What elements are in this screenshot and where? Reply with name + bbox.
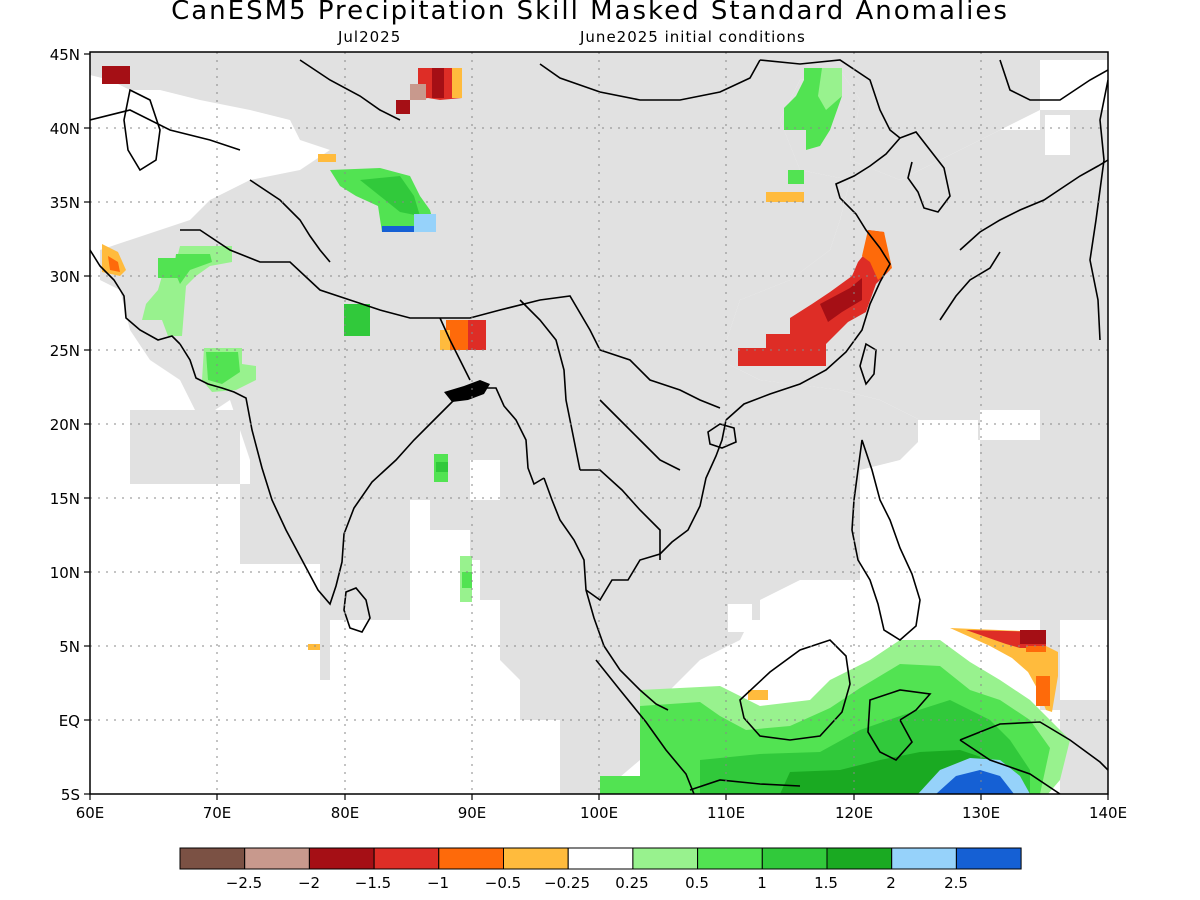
colorbar: −2.5 −2 −1.5 −1 −0.5 −0.25 0.25 0.5 1 1.… xyxy=(179,847,1022,892)
forecast-month: Jul2025 xyxy=(338,28,402,46)
unmasked-gaps xyxy=(90,115,1108,794)
lat-tick-label: 15N xyxy=(50,490,80,508)
colorbar-label: −2.5 xyxy=(226,874,262,892)
colorbar-label: 0.25 xyxy=(615,874,648,892)
colorbar-swatch xyxy=(697,847,763,870)
lon-tick-label: 140E xyxy=(1089,804,1127,822)
map-title: CanESM5 Precipitation Skill Masked Stand… xyxy=(171,0,1009,26)
lon-tick-label: 130E xyxy=(962,804,1000,822)
colorbar-swatch xyxy=(373,847,440,870)
colorbar-label: −0.5 xyxy=(485,874,521,892)
colorbar-label: 2 xyxy=(886,874,896,892)
initial-conditions-label: June2025 initial conditions xyxy=(580,28,806,46)
axis-ticks xyxy=(84,53,1109,800)
colorbar-label: −1 xyxy=(427,874,449,892)
patch-positive xyxy=(330,168,436,232)
colorbar-swatch xyxy=(761,847,828,870)
lat-tick-label: EQ xyxy=(59,712,80,730)
colorbar-label: 1.5 xyxy=(814,874,838,892)
colorbar-label: −2 xyxy=(298,874,320,892)
lon-tick-label: 100E xyxy=(580,804,618,822)
lat-tick-label: 25N xyxy=(50,342,80,360)
gridlines xyxy=(90,52,1108,794)
lon-tick-label: 70E xyxy=(203,804,232,822)
colorbar-labels: −2.5 −2 −1.5 −1 −0.5 −0.25 0.25 0.5 1 1.… xyxy=(226,874,968,892)
colorbar-swatch xyxy=(308,847,375,870)
colorbar-label: 0.5 xyxy=(685,874,709,892)
colorbar-swatch xyxy=(891,847,957,870)
lon-tick-label: 80E xyxy=(331,804,360,822)
colorbar-swatch xyxy=(179,847,246,870)
map-plot-area xyxy=(90,52,1108,794)
lat-tick-label: 40N xyxy=(50,120,80,138)
lat-tick-label: 10N xyxy=(50,564,80,582)
colorbar-swatch xyxy=(503,847,569,870)
colorbar-swatch xyxy=(955,847,1022,870)
anomaly-patches xyxy=(102,66,1070,794)
delta-fill xyxy=(444,380,490,402)
lat-tick-label: 30N xyxy=(50,268,80,286)
lon-tick-label: 110E xyxy=(707,804,745,822)
lat-tick-label: 20N xyxy=(50,416,80,434)
lat-labels: 45N 40N 35N 30N 25N 20N 15N 10N 5N EQ 5S xyxy=(50,46,80,804)
lat-tick-label: 35N xyxy=(50,194,80,212)
lat-tick-label: 5S xyxy=(61,786,80,804)
lon-tick-label: 60E xyxy=(76,804,105,822)
patch-negative xyxy=(102,66,130,84)
colorbar-swatch xyxy=(632,847,699,870)
colorbar-label: 2.5 xyxy=(944,874,968,892)
colorbar-swatch xyxy=(438,847,504,870)
lat-tick-label: 45N xyxy=(50,46,80,64)
colorbar-swatch xyxy=(567,847,634,870)
colorbar-swatch xyxy=(826,847,893,870)
colorbar-label: −0.25 xyxy=(544,874,590,892)
lon-tick-label: 90E xyxy=(458,804,487,822)
colorbar-label: −1.5 xyxy=(355,874,391,892)
colorbar-label: 1 xyxy=(757,874,767,892)
colorbar-swatches xyxy=(179,847,1022,870)
lat-tick-label: 5N xyxy=(59,638,80,656)
lon-tick-label: 120E xyxy=(835,804,873,822)
lon-labels: 60E 70E 80E 90E 100E 110E 120E 130E 140E xyxy=(76,804,1127,822)
colorbar-swatch xyxy=(244,847,310,870)
coastlines xyxy=(90,59,1108,794)
